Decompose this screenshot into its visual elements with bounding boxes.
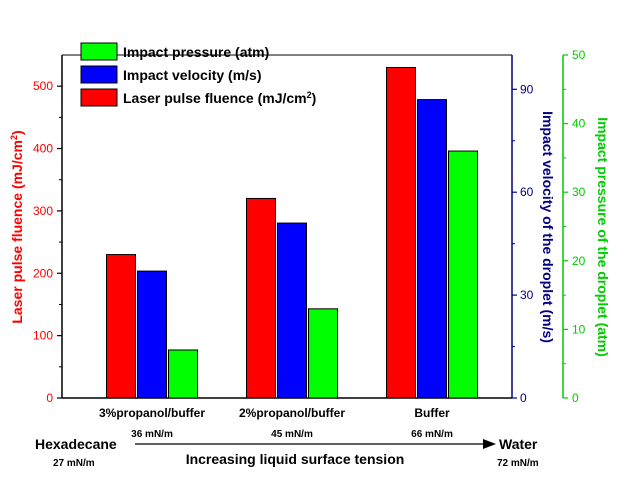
right-end-label: Water xyxy=(499,436,538,452)
bar-right2-2 xyxy=(448,150,478,399)
left-end-value: 27 mN/m xyxy=(53,458,95,469)
bar-right2-1 xyxy=(308,308,338,399)
pressure-tick-label: 50 xyxy=(572,48,586,62)
x-category-sublabel: 66 mN/m xyxy=(411,429,453,440)
bar-left-2 xyxy=(386,66,416,399)
left-tick-label: 500 xyxy=(33,79,53,93)
right-axis-pressure-title: Impact pressure of the droplet (atm) xyxy=(595,117,611,357)
right-axis-velocity-title: Impact velocity of the droplet (m/s) xyxy=(540,111,556,343)
legend-label: Impact pressure (atm) xyxy=(123,44,269,60)
pressure-tick-label: 10 xyxy=(572,322,586,336)
x-category-label: 3%propanol/buffer xyxy=(99,406,205,420)
velocity-tick-label: 60 xyxy=(520,185,534,199)
x-category-label: 2%propanol/buffer xyxy=(239,406,345,420)
left-axis-title: Laser pulse fluence (mJ/cm2) xyxy=(9,130,25,323)
legend-swatch xyxy=(80,42,118,61)
tension-arrow-head xyxy=(483,439,496,449)
pressure-tick-label: 40 xyxy=(572,117,586,131)
left-tick-label: 100 xyxy=(33,329,53,343)
legend: Impact pressure (atm) Impact velocity (m/… xyxy=(80,42,316,107)
legend-label: Laser pulse fluence (mJ/cm2) xyxy=(123,90,316,106)
bar-right1-1 xyxy=(277,222,307,399)
bar-right2-0 xyxy=(168,349,198,399)
left-tick-label: 300 xyxy=(33,204,53,218)
velocity-tick-label: 90 xyxy=(520,82,534,96)
legend-swatch xyxy=(80,65,118,84)
bar-right1-2 xyxy=(417,99,447,399)
pressure-tick-label: 0 xyxy=(572,391,579,405)
pressure-tick-label: 30 xyxy=(572,185,586,199)
left-tick-label: 200 xyxy=(33,266,53,280)
velocity-tick-label: 0 xyxy=(520,391,527,405)
bar-left-1 xyxy=(246,197,276,399)
right-axis-velocity-ticks: 0 30 60 90 xyxy=(512,82,534,405)
bar-left-0 xyxy=(106,254,136,399)
left-tick-label: 400 xyxy=(33,142,53,156)
legend-label: Impact velocity (m/s) xyxy=(123,67,262,83)
pressure-tick-label: 20 xyxy=(572,254,586,268)
x-category-label: Buffer xyxy=(414,406,450,420)
x-category-sublabel: 36 mN/m xyxy=(131,429,173,440)
x-category-sublabel: 45 mN/m xyxy=(271,429,313,440)
right-end-value: 72 mN/m xyxy=(497,458,539,469)
bar-right1-0 xyxy=(137,270,167,399)
left-end-label: Hexadecane xyxy=(35,436,117,452)
left-tick-label: 0 xyxy=(46,391,53,405)
x-category-labels: 3%propanol/buffer 36 mN/m 2%propanol/buffe… xyxy=(99,406,453,440)
bars xyxy=(106,66,478,399)
left-axis-ticks: 0 100 200 300 400 500 xyxy=(33,79,62,405)
arrow-caption: Increasing liquid surface tension xyxy=(186,451,405,467)
right-axis-pressure-ticks: 0 10 20 30 40 50 xyxy=(563,48,586,405)
velocity-tick-label: 30 xyxy=(520,288,534,302)
legend-swatch xyxy=(80,88,118,107)
